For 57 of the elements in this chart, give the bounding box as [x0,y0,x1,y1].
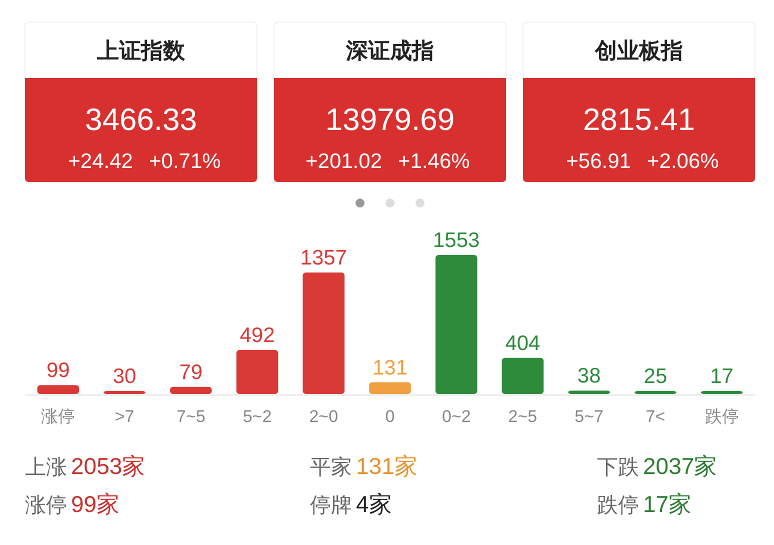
data-label: 30 [112,365,136,388]
text: 停牌 [310,494,352,517]
text: +56.91 [566,150,631,173]
data-label: 79 [179,360,203,384]
x-tick-label: 0 [385,407,395,426]
data-label: 131 [372,356,408,380]
x-tick-label: 5~2 [242,407,272,426]
bar [634,391,676,394]
text: 2053家 [71,453,146,479]
x-tick-label: 跌停 [704,407,739,426]
x-tick-label: 5~7 [574,407,604,426]
text: 跌停 [597,494,639,517]
text: +201.02 [306,150,382,173]
bar [568,390,610,394]
text: 下跌 [597,456,639,479]
data-label: 404 [505,332,541,355]
bar [502,358,544,394]
bar [435,255,478,394]
data-label: 38 [577,364,601,388]
data-label: 17 [710,365,734,388]
data-label: 1553 [433,229,480,252]
text: 2037家 [643,453,718,479]
x-tick-label: 7~5 [176,407,206,426]
data-label: 25 [644,365,668,388]
x-tick-label: 2~0 [309,407,338,426]
bar [700,391,743,394]
x-tick-label: 涨停 [41,407,76,426]
text: 131家 [356,453,418,479]
bar [170,386,212,394]
text: 3466.33 [84,102,198,137]
x-tick-label: >7 [114,407,134,426]
text: +2.06% [647,150,719,173]
bar [37,385,80,394]
data-label: 99 [46,359,70,382]
bar [236,350,278,394]
text: 99家 [71,491,120,517]
x-tick-label: 7< [646,407,666,426]
text: 上涨 [25,456,67,479]
text: +24.42 [68,150,133,173]
data-label: 1357 [300,246,347,270]
text: 上证指数 [96,38,186,63]
x-tick-label: 0~2 [442,407,471,426]
text: 13979.69 [325,102,455,137]
text: 平家 [310,456,352,479]
bar [369,382,411,394]
data-label: 492 [240,324,275,347]
x-tick-label: 2~5 [508,407,538,426]
text: +1.46% [398,150,470,173]
text: 2815.41 [582,102,696,137]
bar [104,391,146,394]
text: 深证成指 [345,38,434,63]
text: 17家 [643,491,692,517]
text: 涨停 [25,494,67,517]
text: +0.71% [149,150,221,173]
text: 创业板指 [594,38,683,63]
bar [302,272,345,394]
text: 4家 [356,491,392,517]
